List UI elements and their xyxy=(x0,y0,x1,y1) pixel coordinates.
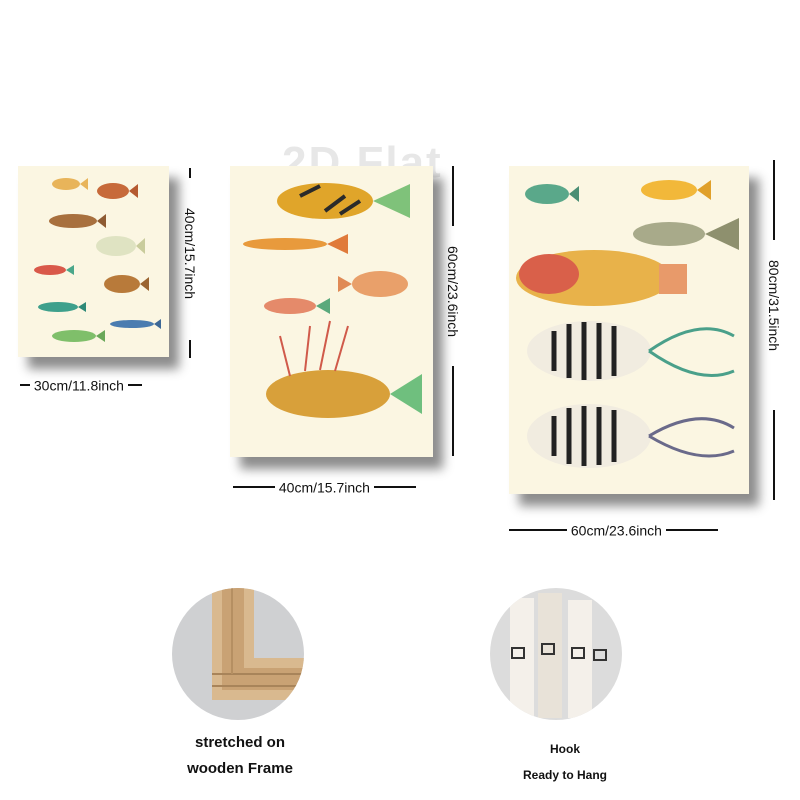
width-dimension-large: 60cm/23.6inch xyxy=(509,519,718,539)
height-label-large: 80cm/31.5inch xyxy=(762,260,786,351)
width-label-medium: 40cm/15.7inch xyxy=(279,479,370,495)
height-dimension-small: 40cm/15.7inch xyxy=(178,168,202,358)
fish-illustration-medium xyxy=(230,166,433,457)
frame-detail-photo xyxy=(172,588,304,720)
canvas-large xyxy=(509,166,749,494)
hook-caption: Hook Ready to Hang xyxy=(490,736,640,788)
canvas-small xyxy=(18,166,169,357)
hook-caption-line1: Hook xyxy=(490,736,640,762)
fish-illustration-large xyxy=(509,166,749,494)
frame-caption: stretched on wooden Frame xyxy=(160,730,320,782)
width-label-small: 30cm/11.8inch xyxy=(34,377,124,393)
fish-illustration-small xyxy=(18,166,169,357)
hook-caption-line2: Ready to Hang xyxy=(490,762,640,788)
canvas-medium xyxy=(230,166,433,457)
height-dimension-large: 80cm/31.5inch xyxy=(762,160,786,500)
height-label-medium: 60cm/23.6inch xyxy=(441,246,465,337)
height-label-small: 40cm/15.7inch xyxy=(178,208,202,299)
width-label-large: 60cm/23.6inch xyxy=(571,522,662,538)
frame-caption-line2: wooden Frame xyxy=(160,756,320,782)
width-dimension-medium: 40cm/15.7inch xyxy=(233,476,416,496)
hook-detail-photo xyxy=(490,588,622,720)
frame-caption-line1: stretched on xyxy=(160,730,320,756)
width-dimension-small: 30cm/11.8inch xyxy=(20,374,142,394)
height-dimension-medium: 60cm/23.6inch xyxy=(441,166,465,456)
